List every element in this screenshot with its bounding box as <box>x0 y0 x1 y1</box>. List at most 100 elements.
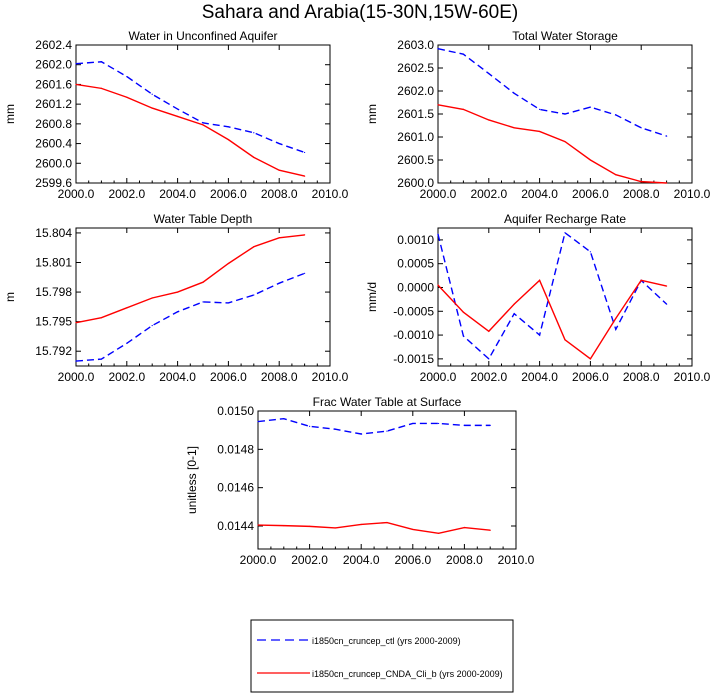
x-tick-label: 2008.0 <box>623 370 660 384</box>
data-point-ctl <box>202 122 204 124</box>
y-tick-label: 0.0150 <box>217 404 254 418</box>
data-point-cnda <box>100 317 102 319</box>
data-point-ctl <box>100 358 102 360</box>
x-tick-label: 2004.0 <box>159 370 196 384</box>
data-point-cnda <box>227 262 229 265</box>
data-point-ctl <box>463 424 465 426</box>
data-point-ctl <box>539 334 541 336</box>
data-point-ctl <box>615 328 617 330</box>
y-tick-label: 0.0146 <box>217 481 254 495</box>
x-tick-label: 2000.0 <box>420 370 457 384</box>
series-line-cnda <box>257 521 491 534</box>
data-point-ctl <box>75 360 77 362</box>
data-point-cnda <box>126 96 128 98</box>
data-point-ctl <box>589 251 592 253</box>
data-point-cnda <box>151 297 153 299</box>
data-point-cnda <box>666 182 668 184</box>
data-point-cnda <box>257 524 259 526</box>
y-tick-label: 2602.0 <box>397 84 434 98</box>
data-point-cnda <box>75 83 77 86</box>
y-tick-label: 2603.0 <box>397 38 434 52</box>
series-line-cnda <box>75 83 305 177</box>
y-tick-label: 0.0144 <box>217 519 254 533</box>
y-tick-label: -0.0010 <box>393 328 434 342</box>
data-point-cnda <box>412 528 414 531</box>
legend: i1850cn_cruncep_ctl (yrs 2000-2009) i185… <box>250 619 514 693</box>
data-point-ctl <box>513 313 515 315</box>
data-point-ctl <box>257 420 259 423</box>
data-point-ctl <box>177 108 179 110</box>
x-tick-label: 2002.0 <box>291 553 328 567</box>
data-point-ctl <box>615 114 617 116</box>
y-tick-label: 2600.8 <box>35 117 72 131</box>
data-point-cnda <box>309 525 311 527</box>
data-point-cnda <box>437 104 439 106</box>
x-tick-label: 2004.0 <box>159 187 196 201</box>
data-point-cnda <box>463 526 465 529</box>
data-point-cnda <box>615 317 617 320</box>
y-tick-label: 15.804 <box>35 226 72 240</box>
panel-unconfined: Water in Unconfined Aquifer mm 2000.0 2002.… <box>3 29 349 201</box>
data-point-ctl <box>334 428 336 430</box>
series-line-ctl <box>437 47 667 137</box>
x-tick-label: 2000.0 <box>420 187 457 201</box>
data-point-cnda <box>151 107 153 109</box>
x-tick-label: 2008.0 <box>446 553 483 567</box>
data-point-cnda <box>437 284 439 286</box>
y-tick-label: 15.801 <box>35 256 72 270</box>
data-point-cnda <box>462 108 464 110</box>
data-point-cnda <box>177 115 179 118</box>
data-point-cnda <box>100 87 102 89</box>
data-point-cnda <box>304 234 306 236</box>
y-tick-label: -0.0005 <box>393 304 434 318</box>
chart-title: Frac Water Table at Surface <box>313 395 462 409</box>
series-line-ctl <box>437 231 668 360</box>
panels: Water in Unconfined Aquifer mm 2000.0 2002.… <box>3 29 711 567</box>
data-point-ctl <box>278 282 280 284</box>
data-point-ctl <box>202 301 204 303</box>
y-tick-label: 15.795 <box>35 315 72 329</box>
y-tick-label: 0.0010 <box>397 233 434 247</box>
y-tick-label: 15.798 <box>35 285 72 299</box>
plot-frame <box>75 44 331 184</box>
y-tick-label: 2602.5 <box>397 61 434 75</box>
x-tick-label: 2006.0 <box>394 553 431 567</box>
data-point-ctl <box>283 418 285 420</box>
y-axis-label: mm <box>3 104 17 124</box>
data-point-cnda <box>438 532 440 534</box>
legend-frame <box>250 619 514 693</box>
x-tick-label: 2006.0 <box>210 370 247 384</box>
x-tick-label: 2010.0 <box>312 370 349 384</box>
y-tick-label: 2601.0 <box>397 130 434 144</box>
data-point-ctl <box>253 294 255 296</box>
x-tick-label: 2002.0 <box>470 370 507 384</box>
data-point-ctl <box>227 126 229 128</box>
data-point-cnda <box>640 279 642 281</box>
series-line-cnda <box>75 234 305 324</box>
data-point-ctl <box>513 92 515 94</box>
legend-label-cnda: i1850cn_cruncep_CNDA_Cli_b (yrs 2000-200… <box>312 669 503 679</box>
data-point-cnda <box>126 307 128 309</box>
panel-recharge: Aquifer Recharge Rate mm/d 2000.0 2002.0 200… <box>365 212 711 384</box>
x-tick-label: 2010.0 <box>312 187 349 201</box>
data-point-cnda <box>489 529 491 531</box>
x-tick-label: 2004.0 <box>343 553 380 567</box>
x-tick-label: 2006.0 <box>572 187 609 201</box>
data-point-cnda <box>589 159 592 161</box>
data-point-cnda <box>539 279 541 281</box>
y-tick-label: 15.792 <box>35 344 72 358</box>
data-point-ctl <box>151 324 153 327</box>
series-line-cnda <box>437 279 667 360</box>
data-point-cnda <box>304 175 306 177</box>
y-tick-label: 2600.5 <box>397 153 434 167</box>
data-point-ctl <box>360 433 362 435</box>
y-tick-label: 2602.0 <box>35 58 72 72</box>
data-point-ctl <box>100 61 102 63</box>
y-tick-label: 2601.6 <box>35 77 72 91</box>
data-point-ctl <box>126 342 128 344</box>
data-point-cnda <box>539 130 541 133</box>
data-point-ctl <box>489 424 491 426</box>
x-tick-label: 2008.0 <box>261 187 298 201</box>
data-point-ctl <box>304 151 306 154</box>
